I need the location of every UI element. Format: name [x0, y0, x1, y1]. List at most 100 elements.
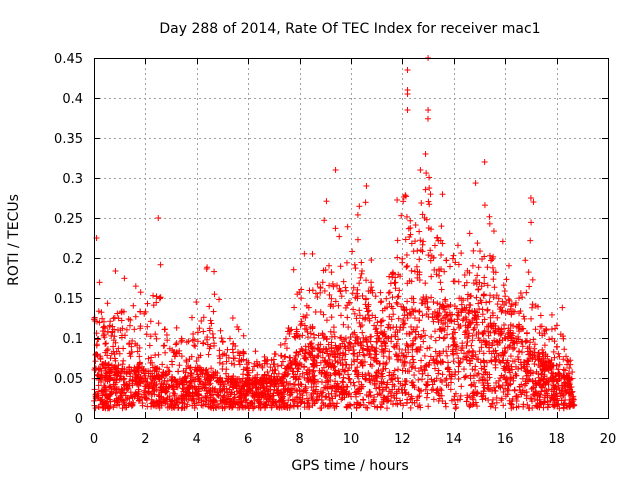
data-point — [394, 301, 401, 308]
data-point — [358, 259, 365, 266]
data-point — [528, 219, 535, 226]
data-point — [403, 252, 410, 259]
data-point — [219, 351, 226, 358]
data-point — [396, 397, 403, 404]
data-point — [211, 340, 218, 347]
data-point — [486, 298, 493, 305]
data-point — [160, 342, 167, 349]
data-point — [178, 338, 185, 345]
data-point — [356, 280, 363, 287]
data-point — [439, 398, 446, 405]
data-point — [479, 396, 486, 403]
data-point — [277, 341, 284, 348]
y-tick-label: 0.3 — [62, 172, 83, 187]
data-point — [414, 393, 421, 400]
data-point — [442, 296, 449, 303]
data-point — [131, 326, 138, 333]
data-point — [395, 336, 402, 343]
data-point — [312, 290, 319, 297]
data-point — [419, 211, 426, 218]
data-point — [416, 387, 423, 394]
y-tick-label: 0.25 — [54, 212, 83, 227]
data-point — [224, 346, 231, 353]
data-point — [411, 315, 418, 322]
x-tick-label: 4 — [193, 432, 201, 447]
data-point — [198, 318, 205, 325]
x-tick-label: 0 — [90, 432, 98, 447]
data-point — [437, 279, 444, 286]
data-point — [523, 337, 530, 344]
data-point — [452, 259, 459, 266]
data-point — [438, 387, 445, 394]
data-point — [484, 306, 491, 313]
data-point — [478, 344, 485, 351]
data-point — [152, 331, 159, 338]
data-point — [402, 236, 409, 243]
data-point — [555, 366, 562, 373]
data-point — [420, 238, 427, 245]
y-tick-label: 0.05 — [54, 372, 83, 387]
data-point — [95, 308, 102, 315]
data-point — [340, 278, 347, 285]
data-point — [421, 352, 428, 359]
data-point — [121, 275, 128, 282]
data-point — [190, 330, 197, 337]
data-point — [418, 357, 425, 364]
data-point — [228, 360, 235, 367]
data-point — [548, 326, 555, 333]
data-point — [377, 299, 384, 306]
x-axis-title: GPS time / hours — [291, 458, 408, 474]
data-point — [328, 269, 335, 276]
data-point — [404, 91, 411, 97]
data-point — [480, 291, 487, 298]
data-point — [473, 294, 480, 301]
data-point — [106, 383, 113, 390]
data-point — [337, 312, 344, 319]
data-point — [395, 366, 402, 373]
data-point — [231, 355, 238, 362]
data-point — [127, 353, 134, 360]
data-point — [475, 264, 482, 271]
data-point — [560, 335, 567, 342]
data-point — [401, 320, 408, 327]
data-point — [290, 266, 297, 273]
y-tick-label: 0.1 — [62, 332, 83, 347]
data-point — [561, 346, 568, 353]
data-point — [231, 361, 238, 368]
data-point — [404, 298, 411, 305]
data-point — [162, 349, 169, 356]
data-point — [155, 215, 162, 221]
y-axis-title: ROTI / TECUs — [6, 194, 22, 286]
data-point — [328, 314, 335, 321]
data-point — [210, 334, 217, 341]
data-point — [407, 224, 414, 231]
data-point — [444, 352, 451, 359]
data-point — [394, 237, 401, 244]
data-point — [414, 247, 421, 254]
data-point — [499, 238, 506, 245]
data-point — [499, 307, 506, 314]
data-point — [447, 263, 453, 270]
data-point — [426, 185, 433, 192]
data-point — [303, 312, 310, 319]
data-point — [450, 326, 457, 333]
data-point — [196, 325, 203, 332]
data-point — [425, 198, 432, 205]
data-point — [449, 330, 456, 337]
data-point — [462, 374, 469, 381]
data-point — [424, 382, 431, 389]
data-point — [491, 387, 498, 394]
data-point — [466, 348, 473, 355]
data-point — [161, 342, 168, 349]
data-point — [285, 397, 292, 404]
data-point — [436, 334, 443, 341]
data-point — [527, 237, 534, 244]
data-point — [172, 341, 179, 348]
data-point — [459, 317, 466, 324]
data-point — [420, 327, 427, 334]
data-point — [299, 370, 306, 377]
data-point — [272, 351, 279, 358]
data-point — [537, 312, 544, 319]
data-point — [218, 335, 225, 342]
data-point — [211, 268, 218, 275]
